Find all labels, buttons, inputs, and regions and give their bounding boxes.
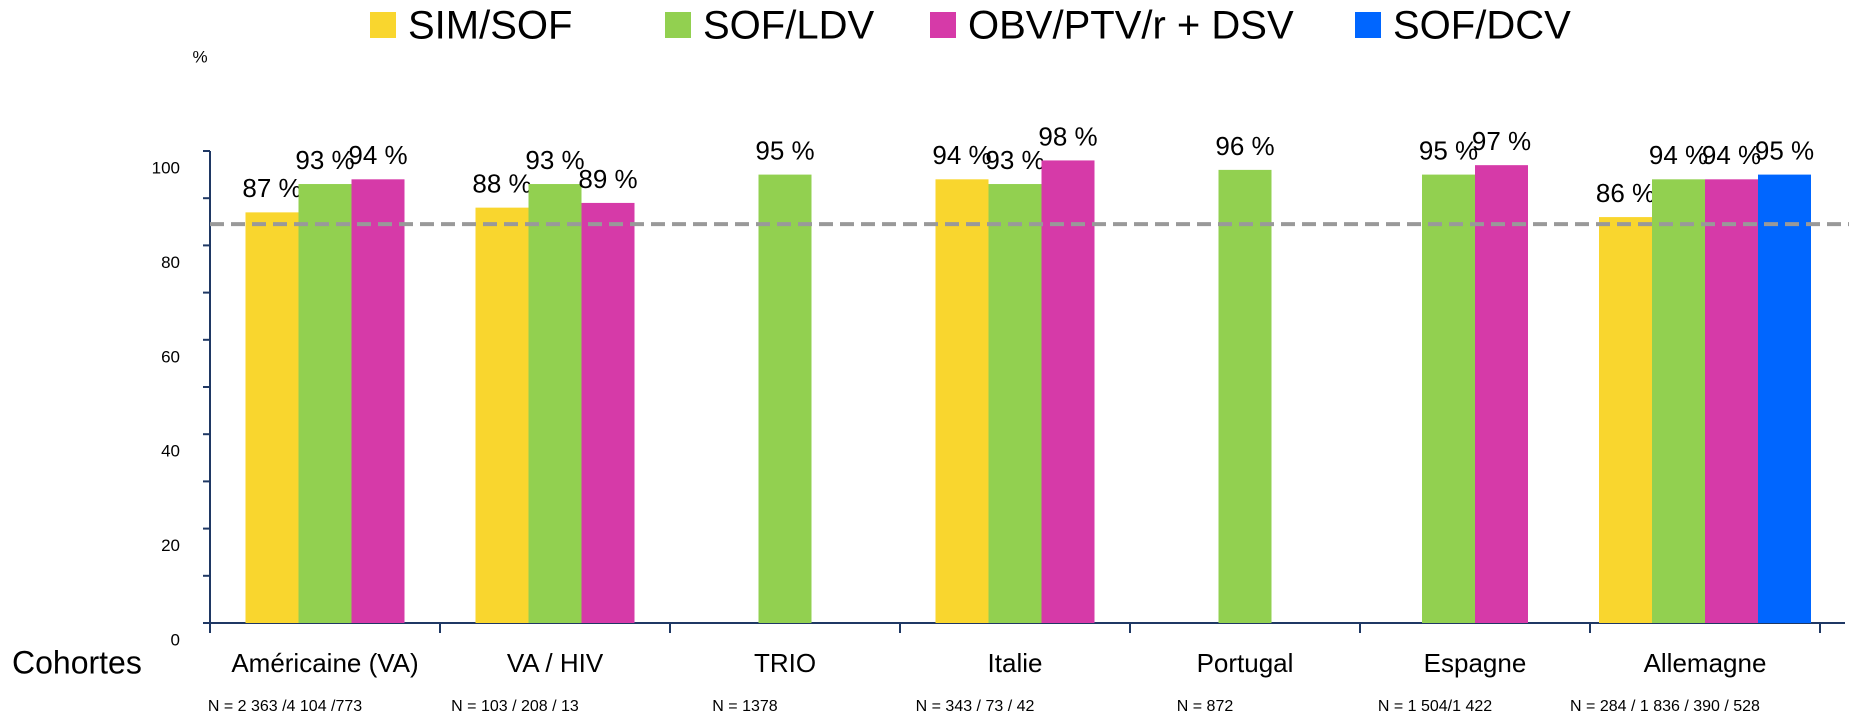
bar xyxy=(1652,179,1705,623)
category-note: N = 2 363 /4 104 /773 xyxy=(208,698,362,715)
value-label: 86 % xyxy=(1596,178,1655,208)
x-tick-label: Portugal xyxy=(1197,648,1294,678)
legend-label: SIM/SOF xyxy=(408,4,572,48)
value-label: 94 % xyxy=(1649,140,1708,170)
value-label: 97 % xyxy=(1472,126,1531,156)
legend-swatch xyxy=(665,12,691,38)
value-label: 93 % xyxy=(295,145,354,175)
x-tick-label: Italie xyxy=(988,648,1043,678)
legend-label: SOF/DCV xyxy=(1393,4,1571,48)
bar xyxy=(1705,179,1758,623)
bar xyxy=(1218,169,1272,623)
bar xyxy=(475,207,529,623)
bar xyxy=(298,184,352,624)
bar xyxy=(581,202,635,624)
y-tick-label: 40 xyxy=(161,442,180,461)
value-label: 94 % xyxy=(348,140,407,170)
category-note: N = 1 504/1 422 xyxy=(1378,698,1492,715)
legend-label: OBV/PTV/r + DSV xyxy=(968,4,1294,48)
value-label: 93 % xyxy=(525,145,584,175)
x-tick-label: TRIO xyxy=(754,648,816,678)
value-label: 95 % xyxy=(755,135,814,165)
bar xyxy=(1422,174,1475,623)
bar xyxy=(351,179,405,623)
category-note: N = 103 / 208 / 13 xyxy=(451,698,579,715)
legend-label: SOF/LDV xyxy=(703,4,874,48)
y-unit: % xyxy=(192,47,207,66)
bar xyxy=(1758,174,1811,623)
x-tick-label: Espagne xyxy=(1424,648,1527,678)
value-label: 94 % xyxy=(1702,140,1761,170)
bar xyxy=(1475,165,1528,623)
bar xyxy=(988,184,1042,624)
x-tick-label: Allemagne xyxy=(1644,648,1767,678)
value-label: 93 % xyxy=(985,145,1044,175)
y-tick-label: 80 xyxy=(161,253,180,272)
value-label: 89 % xyxy=(578,164,637,194)
category-note: N = 343 / 73 / 42 xyxy=(916,698,1035,715)
value-label: 95 % xyxy=(1755,135,1814,165)
bar xyxy=(758,174,812,623)
x-axis-label: Cohortes xyxy=(12,644,142,680)
bar xyxy=(245,212,299,624)
category-note: N = 1378 xyxy=(712,698,777,715)
category-note: N = 872 xyxy=(1177,698,1234,715)
value-label: 95 % xyxy=(1419,135,1478,165)
value-label: 87 % xyxy=(242,173,301,203)
bar xyxy=(528,184,582,624)
bar xyxy=(1041,160,1095,623)
y-tick-label: 0 xyxy=(171,630,180,649)
category-note: N = 284 / 1 836 / 390 / 528 xyxy=(1570,698,1760,715)
y-tick-label: 20 xyxy=(161,536,180,555)
value-label: 96 % xyxy=(1215,131,1274,161)
x-tick-label: Américaine (VA) xyxy=(231,648,418,678)
y-tick-label: 100 xyxy=(152,158,180,177)
value-label: 94 % xyxy=(932,140,991,170)
legend-swatch xyxy=(1355,12,1381,38)
value-label: 98 % xyxy=(1038,121,1097,151)
bar xyxy=(1599,217,1652,623)
legend-swatch xyxy=(370,12,396,38)
x-tick-label: VA / HIV xyxy=(507,648,604,678)
y-tick-label: 60 xyxy=(161,347,180,366)
bar xyxy=(935,179,989,623)
value-label: 88 % xyxy=(472,169,531,199)
legend-swatch xyxy=(930,12,956,38)
